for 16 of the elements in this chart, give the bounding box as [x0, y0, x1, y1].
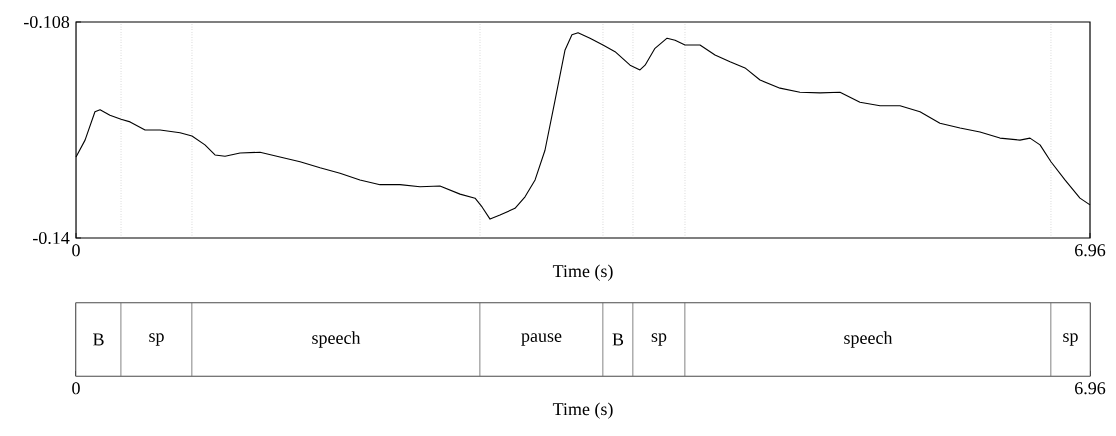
- x-tick-label: 6.96: [1075, 382, 1106, 395]
- x-axis-title: Time (s): [552, 264, 613, 281]
- series-label: pause: [521, 333, 562, 346]
- series-label: sp: [149, 333, 164, 346]
- series-label: B: [612, 333, 624, 346]
- y-tick-label: -0.108: [24, 15, 70, 29]
- x-tick-label: 0: [72, 244, 80, 257]
- series-label: speech: [844, 331, 893, 348]
- series-label: speech: [312, 331, 361, 348]
- x-tick-label: 6.96: [1075, 244, 1106, 257]
- series-label: sp: [1063, 333, 1078, 346]
- series-label: sp: [651, 333, 667, 346]
- y-tick-label: -0.14: [33, 231, 70, 245]
- x-axis-title: Time (s): [552, 402, 613, 419]
- x-tick-label: 0: [72, 382, 80, 395]
- series-label: B: [93, 333, 104, 346]
